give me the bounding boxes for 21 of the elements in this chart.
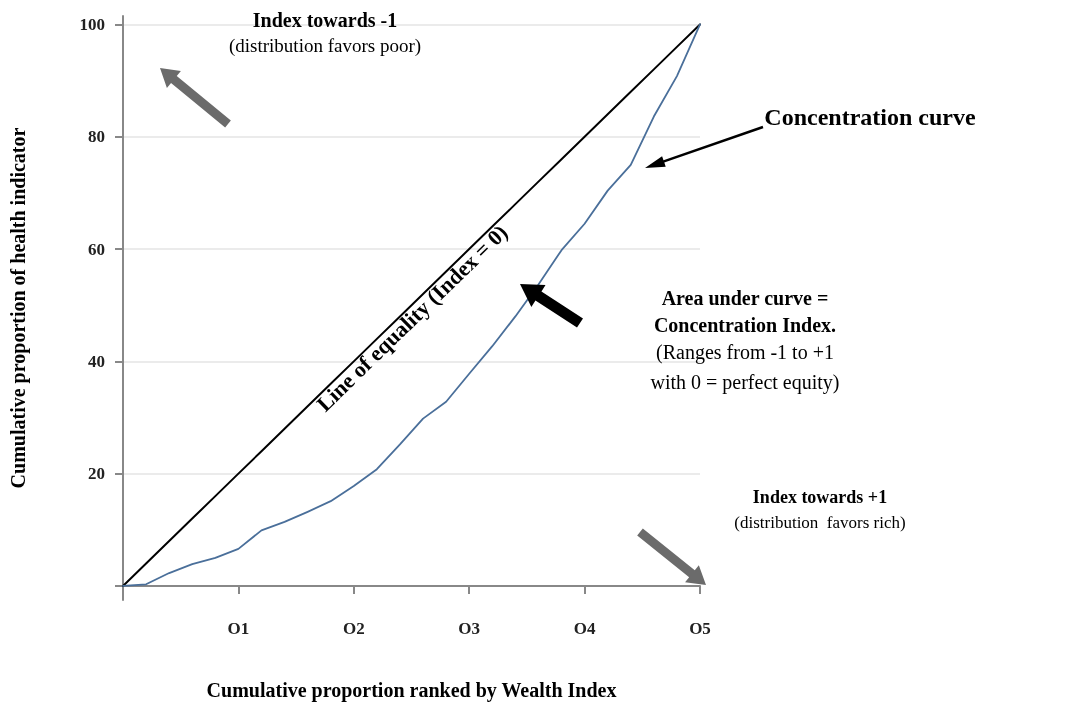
y-tick-label: 60 (88, 239, 105, 259)
y-axis-title: Cumulative proportion of health indicator (7, 127, 30, 489)
y-tick-label: 20 (88, 464, 105, 484)
x-tick-label: O4 (573, 619, 596, 638)
annotation: with 0 = perfect equity) (650, 371, 840, 394)
x-tick-label: O3 (458, 619, 481, 638)
text: Concentration curve (764, 104, 976, 130)
y-tick-label: 40 (88, 351, 105, 371)
x-tick-label: O1 (227, 619, 250, 638)
x-tick-label: O2 (342, 619, 365, 638)
annotation: (distribution favors poor) (228, 34, 422, 57)
text: (distribution favors rich) (734, 512, 906, 532)
y-tick-label: 80 (88, 127, 105, 147)
annotation: Index towards -1 (252, 9, 398, 31)
x-axis-title: Cumulative proportion ranked by Wealth Index (206, 679, 617, 702)
annotation: Concentration Index. (653, 314, 837, 336)
y-tick-label: 100 (79, 14, 105, 34)
text: Index towards +1 (752, 487, 888, 507)
annotation: (Ranges from -1 to +1 (656, 341, 834, 364)
annotation: Area under curve = (661, 287, 829, 309)
x-tick-label: O5 (689, 619, 711, 638)
